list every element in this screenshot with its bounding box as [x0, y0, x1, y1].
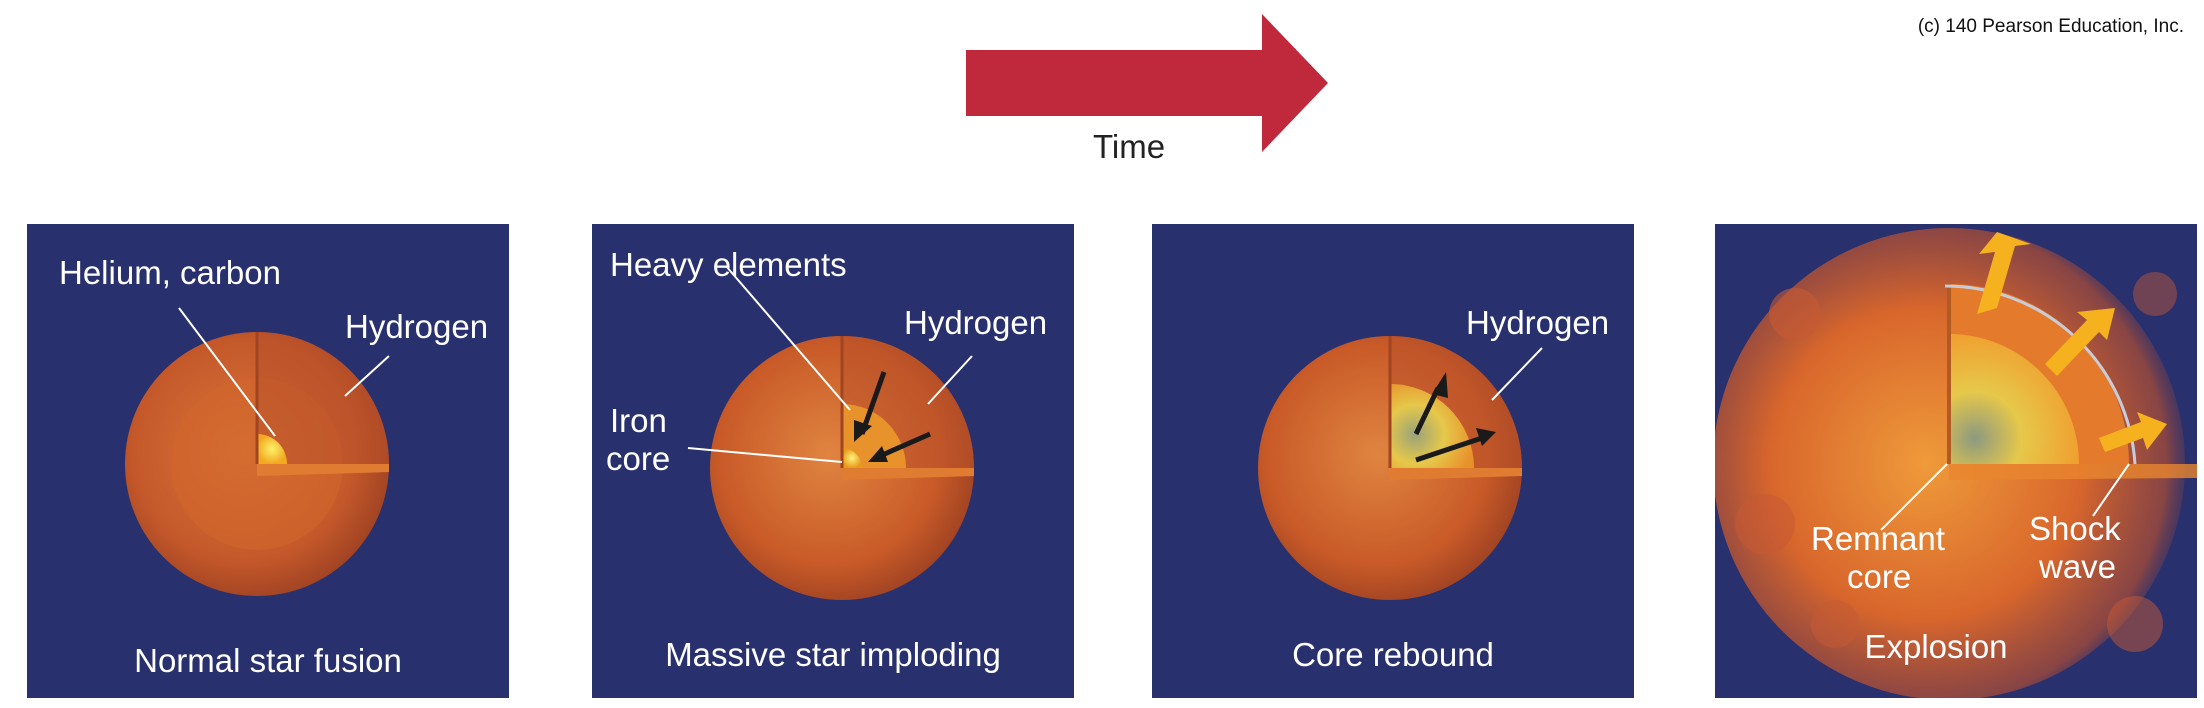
label-remnant-core: core — [1847, 558, 1912, 595]
label-heavy-elements: Heavy elements — [610, 246, 847, 283]
panel-core-rebound: Hydrogen Core rebound — [1152, 224, 1634, 698]
label-hydrogen: Hydrogen — [904, 304, 1048, 341]
label-shock: Shock — [2029, 510, 2121, 547]
label-helium-carbon: Helium, carbon — [59, 254, 281, 291]
star-rebound-illustration — [1258, 336, 1543, 600]
label-shock-wave: wave — [2039, 548, 2117, 585]
label-hydrogen: Hydrogen — [345, 308, 489, 345]
star-imploding-illustration — [687, 265, 974, 600]
label-core: core — [606, 440, 671, 477]
label-hydrogen: Hydrogen — [1466, 304, 1610, 341]
panel-normal-star-fusion: Helium, carbon Hydrogen Normal star fusi… — [27, 224, 509, 698]
time-label: Time — [1093, 128, 1166, 165]
caption-normal-star-fusion: Normal star fusion — [134, 642, 402, 679]
label-remnant: Remnant — [1811, 520, 1945, 557]
caption-explosion: Explosion — [1864, 628, 2008, 665]
star-normal-illustration — [125, 307, 390, 596]
panel-massive-star-imploding: Heavy elements Hydrogen Iron core Massiv… — [592, 224, 1074, 698]
star-explosion-illustration — [1715, 228, 2197, 698]
time-arrow-icon — [966, 14, 1328, 152]
panel-explosion: Remnant core Shock wave Explosion — [1715, 224, 2197, 698]
copyright-notice: (c) 140 Pearson Education, Inc. — [1917, 16, 2184, 37]
label-iron: Iron — [610, 402, 667, 439]
caption-massive-star-imploding: Massive star imploding — [665, 636, 1001, 673]
caption-core-rebound: Core rebound — [1292, 636, 1494, 673]
